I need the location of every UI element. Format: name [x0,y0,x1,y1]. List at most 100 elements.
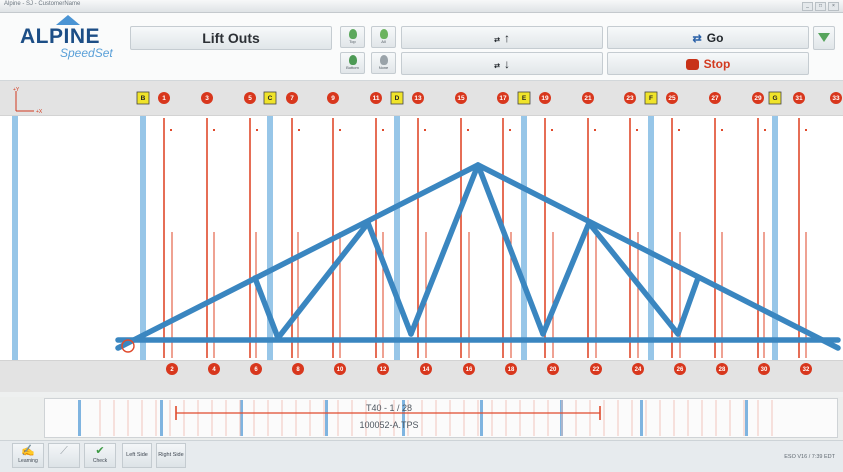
top-marker-label: 13 [414,95,422,102]
top-marker-number [752,92,764,104]
top-marker-label: E [522,95,527,102]
truss-member [252,275,281,341]
top-marker-number [370,92,382,104]
bottom-marker-number [716,363,728,375]
window-controls: _ □ × [802,2,839,11]
top-marker-number [830,92,842,104]
bottom-marker-number [166,363,178,375]
bottom-marker-label: 20 [550,367,557,373]
bottom-marker-label: 28 [719,367,726,373]
minimap-blue-line [325,400,328,436]
top-marker-label: 15 [457,95,465,102]
bottom-marker-number [208,363,220,375]
minimap-blue-line [745,400,748,436]
alpine-logo: ALPINE SpeedSet [20,15,124,63]
swap-icon: ⇄ [494,37,500,44]
top-marker-label: 31 [795,95,803,102]
all-button[interactable]: All [371,26,396,48]
top-marker-label: 17 [499,95,507,102]
stop-button[interactable]: Stop [607,52,809,75]
logo-word: ALPINE [20,25,101,48]
axis-indicator-icon: +Y +X [13,87,43,115]
bottom-marker-label: 10 [337,367,344,373]
truss-member [408,162,481,337]
truss-member [475,162,841,351]
top-marker-number [793,92,805,104]
line-tick [764,129,766,131]
filter-button[interactable] [813,26,835,50]
page-title: Lift Outs [130,26,332,50]
bottom-marker-label: 2 [170,367,174,373]
bottom-marker-label: 16 [466,367,473,373]
move-up-button[interactable]: ⇄ ↑ [401,26,603,49]
top-marker-letter [136,91,150,105]
axis-x-label: +X [36,109,43,115]
top-marker-number [497,92,509,104]
top-marker-label: 3 [205,95,209,102]
top-marker-number [666,92,678,104]
line-tick [424,129,426,131]
top-marker-label: 25 [668,95,676,102]
top-marker-number [286,92,298,104]
blue-guide-line [267,116,273,360]
bottom-marker-label: 30 [761,367,768,373]
filter-icon [818,33,830,42]
truss-member [540,220,592,337]
minimap-job-text: T40 - 1 / 28 [365,403,413,413]
bottom-marker-number [334,363,346,375]
top-marker-label: 9 [331,95,335,102]
minimize-icon[interactable]: _ [802,2,813,11]
top-marker-label: 7 [290,95,294,102]
ruler-button[interactable]: ⟋ [48,443,80,468]
bottom-marker-label: 6 [254,367,258,373]
top-button[interactable]: Top [340,26,365,48]
learning-button[interactable]: ✍ Learning [12,443,44,468]
none-button[interactable]: None [371,52,396,74]
truss-member [275,220,371,341]
truss-member [586,220,681,337]
blue-guide-line [12,116,18,360]
minimap-file-text: 100052-A.TPS [359,420,419,430]
bottom-marker-number [463,363,475,375]
top-marker-letter [644,91,658,105]
logo-triangle-icon [56,15,80,25]
line-tick [678,129,680,131]
window-title-bar: Alpine - SJ - CustomerName _ □ × [0,0,843,13]
top-marker-label: 1 [162,95,166,102]
bottom-marker-number [590,363,602,375]
top-marker-label: 11 [373,95,380,102]
bottom-marker-number [292,363,304,375]
bottom-marker-number [758,363,770,375]
left-side-button[interactable]: Left Side [122,443,152,468]
minimap-blue-line [160,400,163,436]
line-tick [339,129,341,131]
top-marker-number [455,92,467,104]
top-marker-number [244,92,256,104]
blue-guide-line [772,116,778,360]
check-button[interactable]: ✔ Check [84,443,116,468]
go-button[interactable]: ⇄ Go [607,26,809,49]
top-marker-letter [390,91,404,105]
bottom-marker-number [250,363,262,375]
bottom-icon [348,55,357,65]
top-marker-number [412,92,424,104]
origin-marker-icon [121,339,135,353]
maximize-icon[interactable]: □ [815,2,826,11]
move-down-button[interactable]: ⇄ ↓ [401,52,603,75]
right-side-button[interactable]: Right Side [156,443,186,468]
top-marker-label: F [649,95,653,102]
all-icon [379,29,388,39]
blue-guide-line [648,116,654,360]
bottom-button[interactable]: Bottom [340,52,365,74]
close-icon[interactable]: × [828,2,839,11]
bottom-marker-label: 14 [423,367,430,373]
line-tick [256,129,258,131]
bottom-marker-number [674,363,686,375]
bottom-marker-label: 8 [296,367,300,373]
check-icon: ✔ [95,445,105,457]
blue-guide-line [521,116,527,360]
top-marker-label: 33 [832,95,840,102]
line-tick [805,129,807,131]
